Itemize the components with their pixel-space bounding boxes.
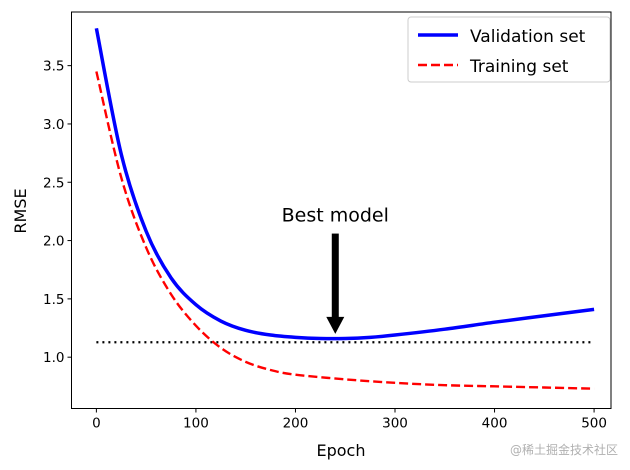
x-tick-label: 0 — [92, 416, 101, 432]
y-tick-label: 2.5 — [43, 175, 64, 191]
training-set-line — [95, 71, 595, 390]
x-tick-label: 500 — [581, 416, 607, 432]
y-tick-label: 3.5 — [43, 59, 64, 75]
arrow-head-icon — [326, 316, 345, 334]
legend-label-validation: Validation set — [470, 27, 586, 47]
x-axis-label: Epoch — [317, 441, 366, 460]
x-tick-label: 400 — [482, 416, 508, 432]
best-model-annotation: Best model — [282, 205, 389, 227]
y-tick-label: 2.0 — [43, 234, 64, 250]
arrow-shaft — [331, 233, 339, 318]
plot-area: 0 100 200 300 400 500 1.0 1.5 2.0 2.5 3.0 3.5 — [43, 11, 612, 432]
legend-label-training: Training set — [469, 57, 569, 77]
y-axis-label: RMSE — [11, 188, 30, 233]
x-tick-label: 200 — [283, 416, 309, 432]
x-tick-label: 100 — [183, 416, 209, 432]
x-tick-label: 300 — [382, 416, 408, 432]
watermark: @稀土掘金技术社区 — [509, 443, 618, 457]
y-tick-label: 1.5 — [43, 292, 64, 308]
legend: Validation set Training set — [407, 16, 611, 83]
y-tick-label: 3.0 — [43, 117, 64, 133]
legend-box — [407, 16, 611, 83]
y-tick-label: 1.0 — [43, 350, 64, 366]
validation-set-line — [94, 27, 595, 341]
axes-frame — [71, 11, 612, 409]
